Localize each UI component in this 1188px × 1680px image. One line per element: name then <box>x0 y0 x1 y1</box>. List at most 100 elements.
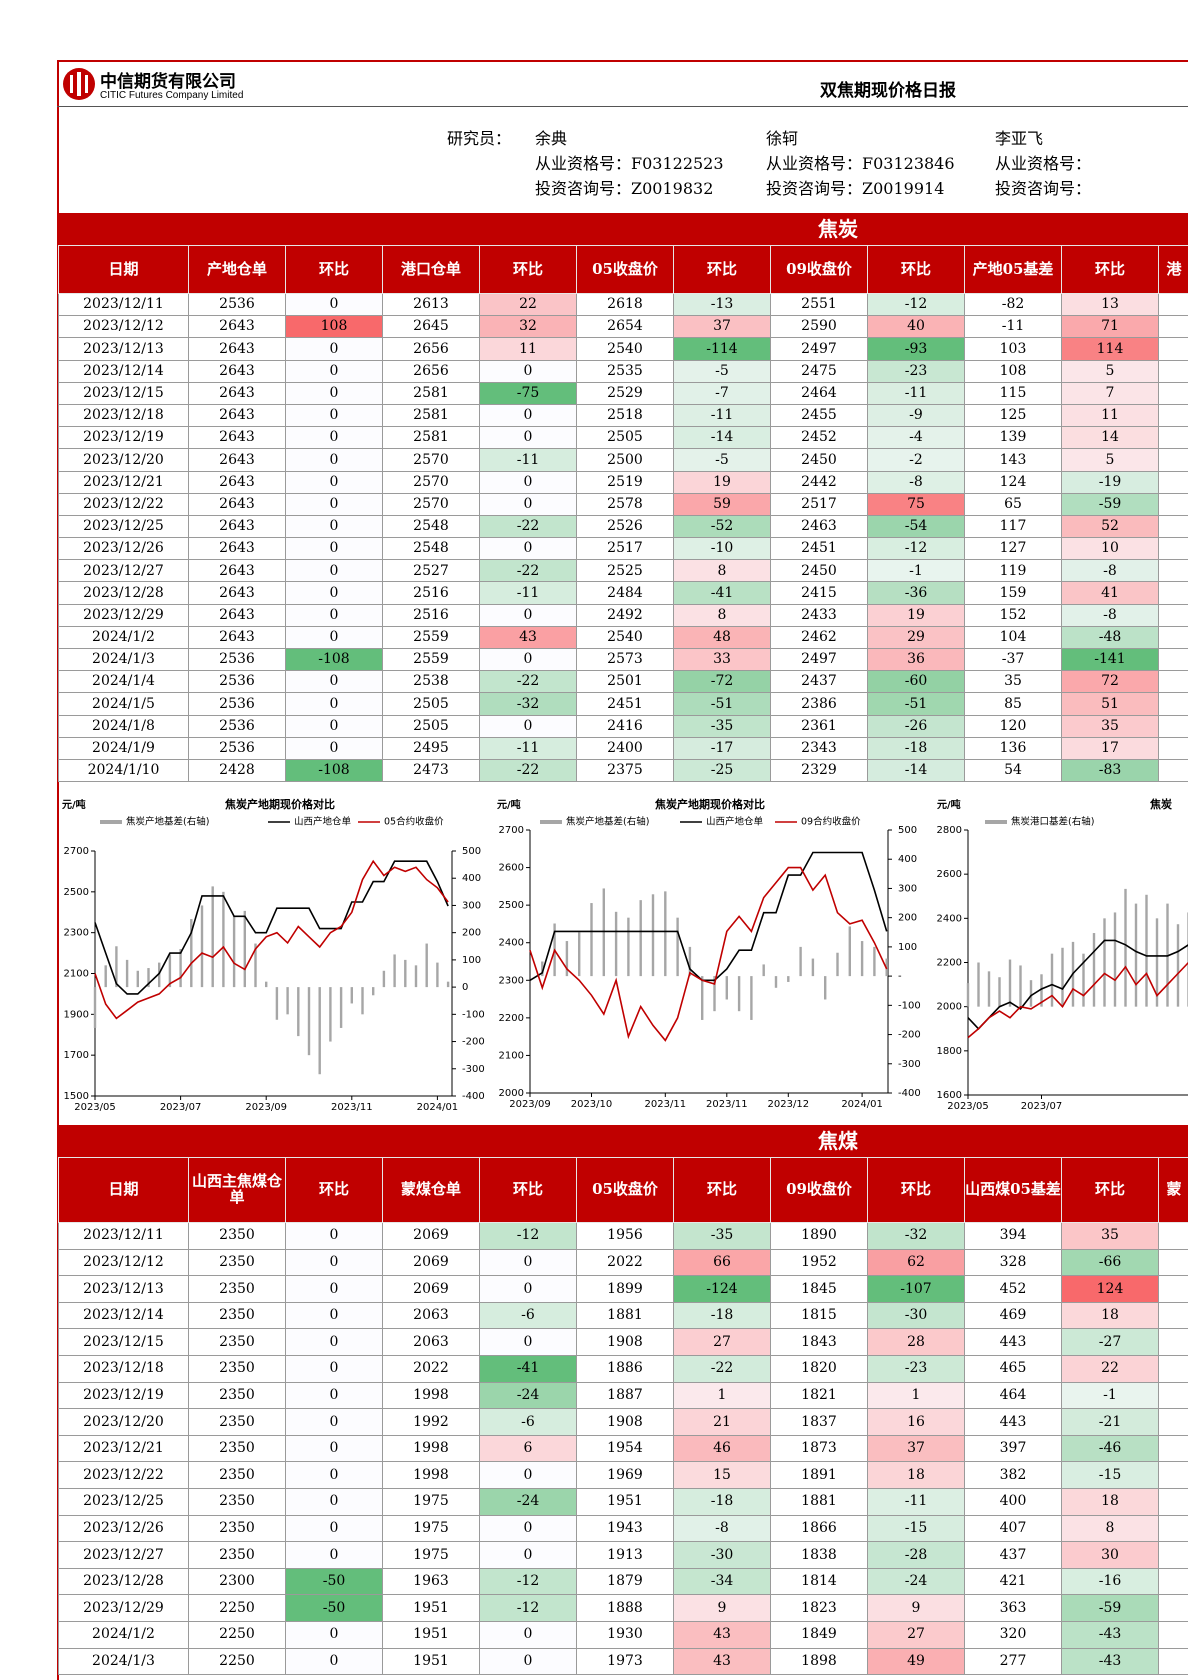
value-cell: 22 <box>1061 1354 1159 1383</box>
value-cell: 10 <box>1061 537 1159 561</box>
bar <box>93 987 97 1028</box>
value-cell: 2069 <box>382 1222 480 1250</box>
legend-label: 焦炭产地基差(右轴) <box>126 816 209 828</box>
value-cell: -2 <box>867 448 965 472</box>
value-cell: 59 <box>673 492 771 516</box>
empty-cell <box>1158 603 1188 627</box>
y-unit: 元/吨 <box>937 798 961 811</box>
empty-cell <box>1158 470 1188 494</box>
bar <box>265 981 268 988</box>
column-header: 日期 <box>58 1157 189 1223</box>
value-cell: 1951 <box>576 1487 674 1516</box>
bar <box>158 962 161 988</box>
value-cell: 320 <box>964 1620 1062 1649</box>
value-cell: 2386 <box>770 692 868 716</box>
value-cell: 35 <box>1061 1222 1159 1250</box>
x-tick-label: 2023/05 <box>947 1101 989 1112</box>
bar <box>1145 894 1148 1007</box>
empty-cell <box>1158 1434 1188 1463</box>
value-cell: 46 <box>673 1434 771 1463</box>
researcher-consulting: 投资咨询号：Z0019914 <box>766 179 945 198</box>
empty-cell <box>1158 1248 1188 1277</box>
value-cell: -108 <box>285 758 383 783</box>
value-cell: 108 <box>964 359 1062 383</box>
value-cell: -22 <box>479 758 577 783</box>
value-cell: 0 <box>285 1248 383 1277</box>
value-cell: 2525 <box>576 559 674 583</box>
value-cell: 421 <box>964 1567 1062 1596</box>
bar <box>627 917 630 977</box>
data-row: 2023/12/19 2643 0 2581 0 2505 -14 2452 -4 139 14 <box>58 426 1188 450</box>
value-cell: 6 <box>479 1434 577 1463</box>
left-border <box>57 60 59 1680</box>
researcher-consulting: 投资咨询号： <box>995 179 1092 198</box>
bar <box>774 976 778 988</box>
value-cell: 2350 <box>188 1354 286 1383</box>
bar <box>987 971 991 1007</box>
bar <box>565 941 569 977</box>
researcher-name: 徐轲 <box>766 129 799 148</box>
y2-tick-label: 100 <box>462 955 481 966</box>
value-cell: -5 <box>673 448 771 472</box>
value-cell: 1843 <box>770 1328 868 1356</box>
date-cell: 2024/1/10 <box>58 758 189 783</box>
column-header: 山西煤05基差 <box>964 1157 1062 1223</box>
bar <box>725 976 728 1000</box>
value-cell: -34 <box>673 1567 771 1596</box>
value-cell: 2548 <box>382 537 480 561</box>
value-cell: 2022 <box>382 1354 480 1383</box>
date-cell: 2023/12/21 <box>58 470 189 494</box>
date-cell: 2023/12/22 <box>58 1461 189 1489</box>
x-tick-label: 2023/07 <box>1021 1101 1063 1112</box>
empty-cell <box>1158 537 1188 561</box>
bar <box>713 976 716 1012</box>
line-series <box>529 851 888 982</box>
y2-tick-label: -300 <box>898 1059 921 1070</box>
bar <box>1019 965 1022 1007</box>
column-header: 环比 <box>1061 245 1159 294</box>
value-cell: 1849 <box>770 1620 868 1649</box>
value-cell: 0 <box>285 403 383 428</box>
value-cell: 8 <box>1061 1514 1159 1543</box>
value-cell: 54 <box>964 758 1062 783</box>
value-cell: 1908 <box>576 1328 674 1356</box>
value-cell: 0 <box>479 1461 577 1489</box>
value-cell: 1887 <box>576 1381 674 1410</box>
value-cell: -50 <box>285 1567 383 1596</box>
value-cell: 41 <box>1061 581 1159 605</box>
value-cell: 2300 <box>188 1567 286 1596</box>
value-cell: 0 <box>479 492 577 516</box>
empty-cell <box>1158 426 1188 450</box>
value-cell: -12 <box>479 1567 577 1596</box>
value-cell: 1873 <box>770 1434 868 1463</box>
data-row: 2023/12/20 2643 0 2570 -11 2500 -5 2450 -2 143 5 <box>58 448 1188 472</box>
value-cell: -1 <box>867 559 965 583</box>
bar <box>1050 953 1054 1007</box>
y-tick-label: 2200 <box>499 1013 524 1024</box>
value-cell: 0 <box>479 1647 577 1676</box>
date-cell: 2023/12/20 <box>58 1408 189 1436</box>
value-cell: -52 <box>673 514 771 539</box>
value-cell: -59 <box>1061 492 1159 516</box>
y-tick-label: 1700 <box>64 1050 89 1061</box>
empty-cell <box>1158 647 1188 672</box>
value-cell: 1998 <box>382 1381 480 1410</box>
bar <box>425 943 428 988</box>
value-cell: 0 <box>285 692 383 716</box>
value-cell: 277 <box>964 1647 1062 1676</box>
value-cell: 19 <box>867 603 965 627</box>
value-cell: 2329 <box>770 758 868 783</box>
value-cell: 124 <box>1061 1275 1159 1303</box>
value-cell: 2618 <box>576 292 674 317</box>
date-cell: 2023/12/13 <box>58 337 189 361</box>
value-cell: 0 <box>285 1408 383 1436</box>
value-cell: 1 <box>673 1381 771 1410</box>
data-row: 2023/12/26 2350 0 1975 0 1943 -8 1866 -15 407 8 <box>58 1514 1188 1543</box>
value-cell: 2450 <box>770 559 868 583</box>
value-cell: 2500 <box>576 448 674 472</box>
value-cell: -27 <box>1061 1328 1159 1356</box>
empty-cell <box>1158 337 1188 361</box>
value-cell: 2536 <box>188 714 286 738</box>
section-title: 焦炭 <box>818 217 858 241</box>
y-tick-label: 2100 <box>64 969 89 980</box>
